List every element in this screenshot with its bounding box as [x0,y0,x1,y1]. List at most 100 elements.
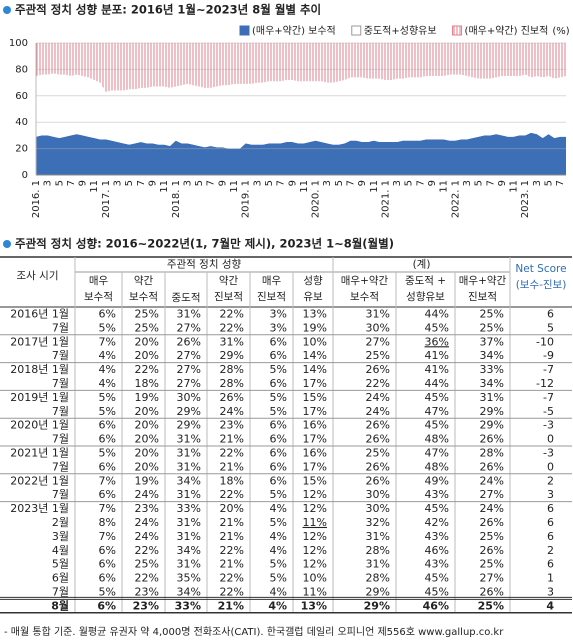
table-cell: 24% [366,405,390,418]
x-tick-label: 9 [427,180,438,186]
table-cell: 19% [135,474,159,487]
table-cell: 20% [135,433,159,446]
table-cell: 5% [99,446,116,459]
table-cell: 3% [270,321,287,334]
x-tick-label: 2017. 1 [101,180,112,218]
table-cell: 6% [99,307,116,320]
table-cell: 16% [303,419,327,432]
table-cell: 20% [135,419,159,432]
table-cell: -5 [543,405,554,418]
table-cell: 22% [366,377,390,390]
table-cell: 22% [220,307,244,320]
x-tick-label: 5 [474,180,485,186]
table-cell: 22% [220,488,244,501]
table-cell: 43% [425,558,449,571]
table-cell: 3% [270,307,287,320]
table-cell: 24% [366,391,390,404]
table-cell: 32% [366,516,390,529]
x-tick-label: 11 [159,180,170,193]
x-tick-label: 9 [217,180,228,186]
table-cell: 25% [480,530,504,543]
row-label: 2016년 1월 [10,307,69,320]
table-cell: 29% [177,419,201,432]
table-cell: 20% [135,446,159,459]
table-title: 주관적 정치 성향: 2016~2022년(1, 7월만 제시), 2023년 … [15,237,394,251]
footer: - 매월 통합 기준. 월평균 유권자 약 4,000명 전화조사(CATI).… [4,626,504,638]
x-tick-label: 3 [113,180,124,186]
table-cell: 4 [546,599,554,612]
table-cell: 27% [177,321,201,334]
y-tick-label: 100 [9,38,28,49]
header-cell: 중도적 [172,292,201,304]
header-cell: (보수-진보) [516,279,567,291]
table-cell: 25% [366,349,390,362]
table-cell: 26% [480,544,504,557]
table-cell: 24% [480,502,504,515]
header-cell: 매우 [262,275,282,287]
x-tick-label: 9 [497,180,508,186]
row-label: 2023년 1월 [10,502,69,515]
table-cell: 31% [366,307,390,320]
table-cell: 45% [425,585,449,598]
table-cell: 47% [425,446,449,459]
table-cell: 20% [135,460,159,473]
header-cell: 성향유보 [406,291,445,303]
table-cell: 33% [175,599,201,612]
table-cell: 22% [220,585,244,598]
table-cell: 30% [366,321,390,334]
table-cell: 31% [366,530,390,543]
row-label: 2019년 1월 [10,391,69,404]
header-cell: 매우+약간 [341,275,389,287]
table-cell: 31% [177,516,201,529]
table-cell: -7 [543,363,554,376]
table-cell: 25% [478,599,504,612]
table-cell: 14% [303,349,327,362]
x-tick-label: 9 [357,180,368,186]
x-tick-label: 11 [229,180,240,193]
table-cell: 28% [480,446,504,459]
x-tick-label: 2018. 1 [171,180,182,218]
table-cell: 43% [425,488,449,501]
table-cell: 21% [220,516,244,529]
table-cell: 5% [270,363,287,376]
table-cell: 35% [177,572,201,585]
table-cell: 33% [480,363,504,376]
x-tick-label: 3 [392,180,403,186]
row-label: 7월 [52,488,69,501]
bullet [3,240,11,248]
table-cell: 8% [99,516,116,529]
x-tick-label: 11 [509,180,520,193]
table-cell: 22% [220,321,244,334]
table-cell: 31% [177,530,201,543]
table-cell: 46% [423,599,449,612]
table-cell: 34% [177,474,201,487]
table-cell: 20% [220,502,244,515]
table-cell: 4% [270,585,287,598]
table-cell: 41% [425,363,449,376]
table-cell: 12% [303,558,327,571]
table-cell: 5% [270,572,287,585]
row-label: 2월 [52,516,69,529]
table-cell: 30% [177,391,201,404]
table-cell: 15% [303,474,327,487]
table-cell: 42% [425,516,449,529]
table-cell: 45% [425,572,449,585]
table-cell: 6% [270,335,287,348]
table-cell: 46% [425,544,449,557]
header-cell: 성향 [303,275,323,287]
header-cell: 매우 [89,275,109,287]
table-cell: 22% [220,544,244,557]
table-cell: 3 [547,585,554,598]
table-cell: 25% [135,321,159,334]
table-cell: -9 [543,349,554,362]
table-cell: 44% [425,307,449,320]
legend-label: (매우+약간) 보수적 [252,25,336,37]
table-cell: 31% [177,433,201,446]
table-cell: 6% [270,349,287,362]
legend-swatch [452,25,463,36]
table-cell: 43% [425,530,449,543]
table-cell: 26% [366,460,390,473]
table-cell: 20% [135,349,159,362]
bullet [3,6,11,14]
table-cell: 7% [99,474,116,487]
